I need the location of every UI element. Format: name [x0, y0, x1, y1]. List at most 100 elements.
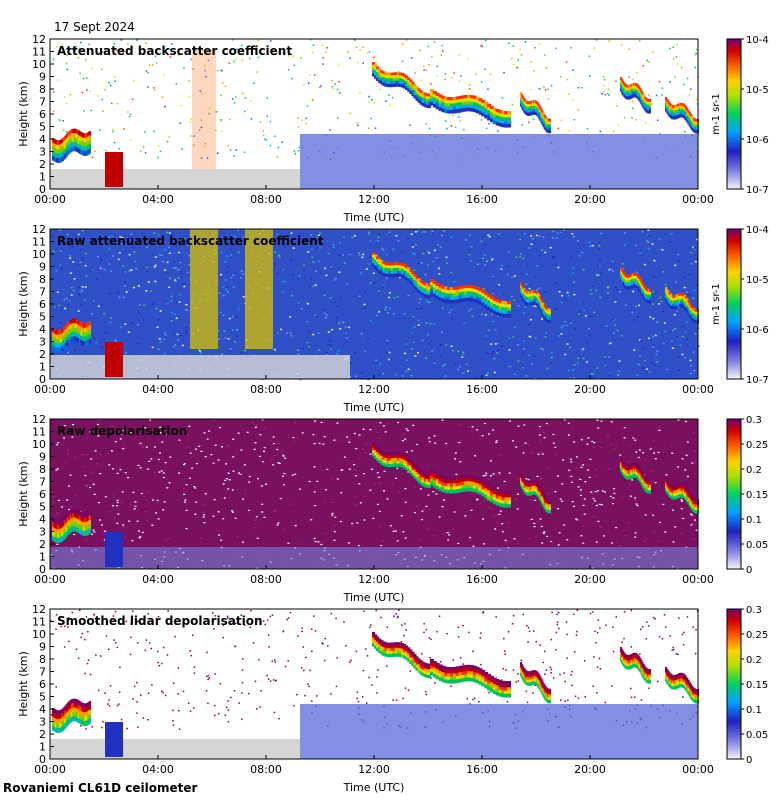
cloud-band-cell	[472, 482, 477, 486]
cloud-band-cell	[542, 503, 545, 508]
noise-pixel	[174, 279, 177, 281]
cloud-band-cell	[640, 89, 643, 94]
noise-pixel	[601, 93, 603, 95]
cloud-band-cell	[81, 513, 85, 518]
cloud-band-cell	[501, 313, 506, 318]
cloud-band-cell	[490, 115, 494, 120]
noise-pixel	[382, 285, 385, 287]
cloud-band-cell	[637, 464, 640, 469]
noise-pixel	[692, 523, 694, 525]
cloud-band-cell	[464, 478, 469, 482]
cloud-band-cell	[64, 135, 67, 141]
cloud-band-cell	[60, 338, 63, 344]
noise-pixel	[237, 472, 240, 474]
cloud-band-cell	[68, 524, 71, 530]
noise-pixel	[443, 532, 446, 534]
cloud-band-cell	[450, 97, 454, 101]
noise-pixel	[652, 276, 655, 278]
noise-pixel	[595, 273, 598, 276]
noise-pixel	[131, 98, 134, 100]
noise-pixel	[82, 259, 84, 261]
cloud-band-cell	[394, 77, 398, 82]
cloud-band-cell	[530, 293, 533, 297]
noise-pixel	[476, 429, 479, 431]
noise-pixel	[527, 444, 530, 446]
noise-pixel	[283, 472, 286, 475]
noise-pixel	[221, 353, 223, 356]
cloud-band-cell	[75, 332, 78, 338]
noise-pixel	[615, 80, 617, 82]
noise-pixel	[427, 45, 430, 48]
noise-pixel	[69, 272, 72, 274]
noise-pixel	[640, 340, 643, 342]
cloud-band-cell	[526, 492, 529, 496]
cloud-band-cell	[58, 334, 62, 340]
cloud-band-cell	[685, 307, 688, 311]
cloud-band-cell	[623, 93, 626, 97]
cloud-band-cell	[407, 80, 411, 84]
noise-pixel	[389, 292, 391, 294]
cloud-band-cell	[72, 141, 75, 147]
noise-pixel	[582, 348, 585, 350]
cloud-band-cell	[535, 109, 538, 113]
noise-pixel	[65, 102, 68, 105]
cloud-band-cell	[541, 113, 544, 117]
cloud-band-cell	[407, 88, 411, 92]
cloud-band-cell	[376, 74, 380, 79]
noise-pixel	[205, 76, 207, 78]
noise-pixel	[164, 249, 167, 251]
cloud-band-cell	[376, 69, 380, 73]
noise-pixel	[517, 478, 520, 480]
noise-pixel	[70, 286, 73, 289]
cloud-band-cell	[626, 277, 629, 282]
noise-pixel	[257, 56, 260, 59]
noise-pixel	[350, 362, 353, 364]
cloud-band-cell	[638, 276, 641, 280]
cloud-band-cell	[88, 338, 91, 344]
cloud-band-cell	[630, 276, 633, 280]
noise-pixel	[419, 49, 421, 52]
noise-pixel	[226, 445, 229, 447]
cloud-band-cell	[461, 104, 466, 109]
noise-pixel	[108, 263, 111, 265]
cloud-band-cell	[490, 109, 494, 113]
noise-pixel	[588, 75, 591, 77]
cloud-band-cell	[520, 472, 523, 476]
cloud-band-cell	[455, 289, 460, 294]
noise-pixel	[692, 351, 695, 353]
noise-pixel	[128, 253, 131, 256]
cloud-band-cell	[685, 106, 688, 110]
x-tick-label: 08:00	[250, 193, 282, 206]
noise-pixel	[589, 289, 592, 291]
noise-pixel	[379, 438, 382, 440]
noise-pixel	[110, 317, 113, 319]
noise-pixel	[623, 244, 626, 246]
noise-pixel	[414, 244, 417, 246]
cloud-band-cell	[417, 479, 421, 483]
noise-pixel	[314, 284, 317, 286]
cloud-band-cell	[427, 289, 431, 293]
cloud-band-cell	[623, 88, 626, 92]
noise-pixel	[100, 465, 103, 467]
cloud-band-cell	[421, 482, 425, 487]
cloud-band-cell	[490, 498, 494, 503]
cloud-band-cell	[85, 526, 89, 532]
noise-pixel	[585, 341, 588, 344]
noise-pixel	[229, 248, 232, 251]
noise-pixel	[482, 475, 485, 477]
noise-pixel	[445, 255, 448, 258]
noise-pixel	[523, 233, 526, 235]
cloud-band-cell	[77, 320, 81, 326]
y-tick-label: 10	[32, 58, 46, 71]
cloud-band-cell	[435, 482, 440, 487]
noise-pixel	[373, 56, 375, 59]
noise-pixel	[118, 148, 120, 150]
cloud-band-cell	[415, 97, 419, 101]
cloud-band-cell	[529, 103, 532, 108]
noise-pixel	[652, 531, 655, 533]
cloud-band-cell	[372, 444, 376, 449]
cloud-band-cell	[624, 284, 627, 289]
noise-pixel	[540, 478, 542, 480]
noise-pixel	[195, 463, 198, 465]
noise-pixel	[68, 300, 71, 302]
